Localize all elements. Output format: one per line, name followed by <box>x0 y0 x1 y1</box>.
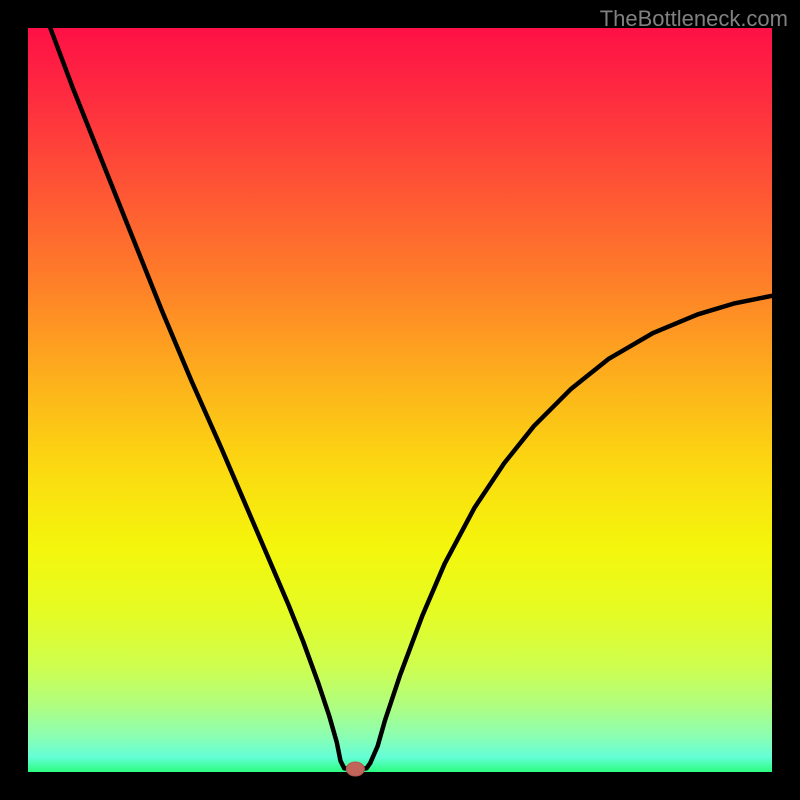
bottleneck-chart <box>0 0 800 800</box>
plot-background <box>28 28 772 772</box>
optimum-marker <box>346 762 364 776</box>
watermark-text: TheBottleneck.com <box>600 6 788 32</box>
